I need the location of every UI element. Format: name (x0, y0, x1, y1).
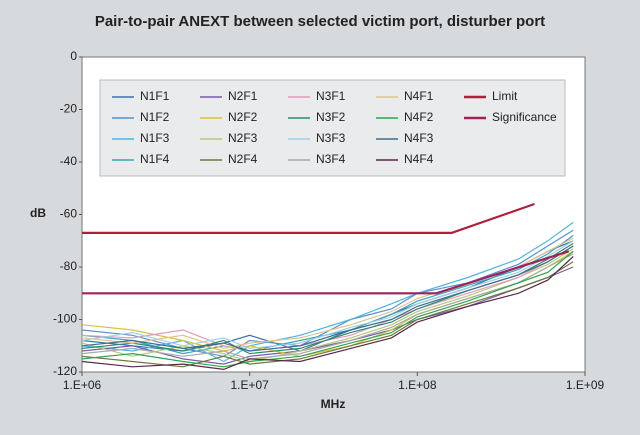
x-tick-label: 1.E+06 (63, 378, 102, 392)
chart-title: Pair-to-pair ANEXT between selected vict… (95, 13, 545, 30)
legend-label: Limit (492, 89, 518, 103)
legend-label: N4F4 (404, 152, 434, 166)
reference-line (82, 202, 535, 234)
legend-label: N4F2 (404, 110, 434, 124)
series-line (81, 250, 574, 368)
y-tick-label: -40 (60, 154, 78, 168)
legend-label: N2F4 (228, 152, 258, 166)
legend-label: N1F2 (140, 110, 170, 124)
legend-label: N2F2 (228, 110, 258, 124)
y-tick-label: -80 (60, 259, 78, 273)
legend-label: N1F4 (140, 152, 170, 166)
y-tick-label: -120 (53, 364, 77, 378)
x-tick-label: 1.E+08 (398, 378, 437, 392)
series-line (81, 245, 574, 352)
x-tick-label: 1.E+07 (230, 378, 269, 392)
legend-label: N1F1 (140, 89, 170, 103)
y-tick-label: -60 (60, 207, 78, 221)
legend-label: N1F3 (140, 131, 170, 145)
legend-label: N4F1 (404, 89, 434, 103)
series-line (81, 261, 574, 368)
y-axis-label: dB (30, 206, 46, 220)
legend-box (99, 79, 566, 177)
legend-label: N3F4 (316, 152, 346, 166)
x-tick-label: 1.E+09 (566, 378, 605, 392)
legend-label: N2F3 (228, 131, 258, 145)
legend-label: N3F3 (316, 131, 346, 145)
series-line (81, 245, 574, 352)
legend-label: N3F1 (316, 89, 346, 103)
legend-label: Significance (492, 110, 557, 124)
reference-line (82, 250, 570, 295)
series-line (81, 240, 574, 350)
y-tick-label: 0 (70, 49, 77, 63)
legend-label: N3F2 (316, 110, 346, 124)
legend-label: N4F3 (404, 131, 434, 145)
y-tick-label: -20 (60, 102, 78, 116)
legend-label: N2F1 (228, 89, 258, 103)
x-axis-label: MHz (321, 397, 346, 411)
series-line (81, 256, 574, 371)
y-tick-label: -100 (53, 312, 77, 326)
